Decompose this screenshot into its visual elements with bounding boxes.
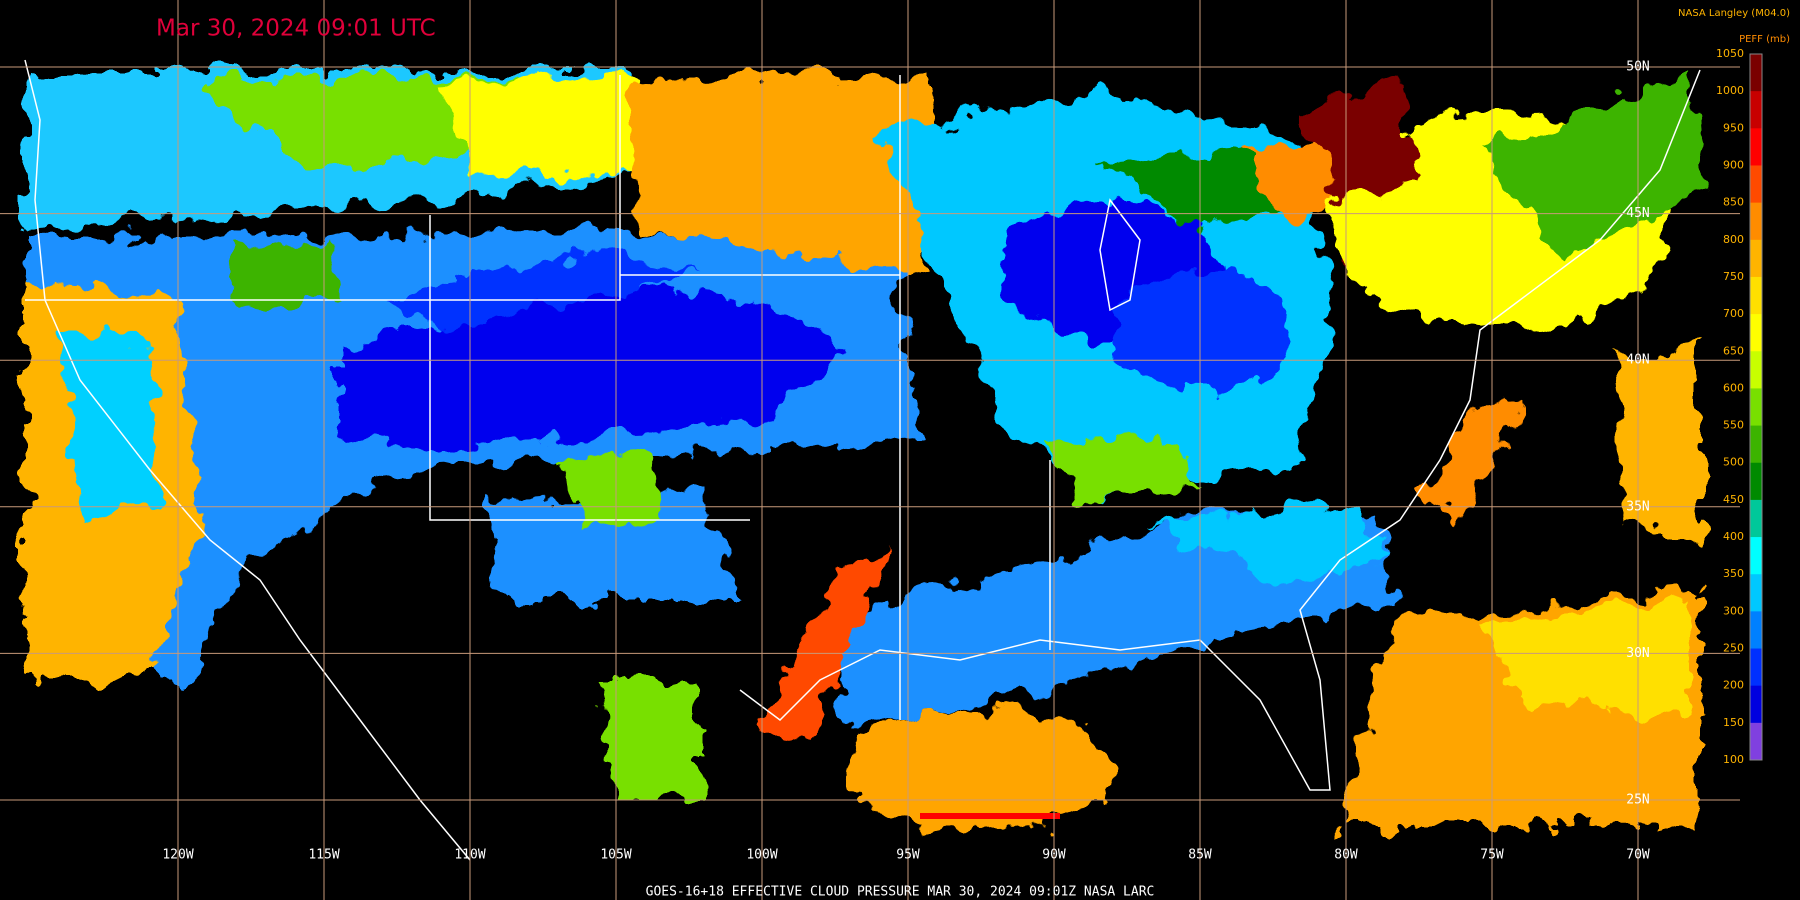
- longitude-label: 70W: [1626, 848, 1650, 863]
- colorbar-segment: [1750, 574, 1762, 612]
- colorbar-segment: [1750, 611, 1762, 650]
- colorbar-tick-label: 500: [1723, 456, 1744, 469]
- colorbar-tick-label: 400: [1723, 530, 1744, 543]
- colorbar-tick-label: 450: [1723, 493, 1744, 506]
- colorbar-tick-label: 100: [1723, 753, 1744, 766]
- colorbar-tick-label: 900: [1723, 158, 1744, 171]
- longitude-label: 110W: [454, 848, 485, 863]
- colorbar-segment: [1750, 388, 1762, 427]
- longitude-label: 115W: [308, 848, 339, 863]
- colorbar-tick-label: 1000: [1716, 84, 1744, 97]
- colorbar-tick-label: 950: [1723, 121, 1744, 134]
- colorbar-tick-label: 250: [1723, 642, 1744, 655]
- latitude-label: 40N: [1626, 353, 1649, 368]
- colorbar-segment: [1750, 351, 1762, 389]
- colorbar-segment: [1750, 537, 1762, 575]
- longitude-label: 95W: [896, 848, 920, 863]
- longitude-label: 100W: [746, 848, 777, 863]
- cloud-streak: [920, 813, 1060, 819]
- colorbar-segment: [1750, 91, 1762, 129]
- coastlines: [24, 59, 1701, 861]
- colorbar-tick-label: 650: [1723, 344, 1744, 357]
- colorbar-tick-label: 550: [1723, 419, 1744, 432]
- colorbar: 1050 1000 950 900 850 800 750 700 650 600 550 500 45…: [1716, 47, 1763, 766]
- legend-title: PEFF (mb): [1739, 34, 1790, 45]
- longitude-label: 75W: [1480, 848, 1504, 863]
- colorbar-segment: [1750, 202, 1762, 241]
- colorbar-segment: [1750, 648, 1762, 687]
- colorbar-tick-label: 750: [1723, 270, 1744, 283]
- graticule: [0, 0, 1740, 900]
- colorbar-segment: [1750, 722, 1762, 761]
- colorbar-frame: [1749, 53, 1763, 761]
- latitude-label: 50N: [1626, 60, 1649, 75]
- colorbar-segment: [1750, 314, 1762, 352]
- colorbar-segment: [1750, 276, 1762, 315]
- latitude-label: 30N: [1626, 646, 1649, 661]
- colorbar-tick-label: 200: [1723, 679, 1744, 692]
- colorbar-segment: [1750, 54, 1762, 92]
- colorbar-segment: [1750, 685, 1762, 724]
- colorbar-segment: [1750, 165, 1762, 204]
- colorbar-segment: [1750, 425, 1762, 464]
- colorbar-tick-label: 850: [1723, 196, 1744, 209]
- colorbar-tick-label: 150: [1723, 716, 1744, 729]
- colorbar-segment: [1750, 239, 1762, 278]
- map-title: Mar 30, 2024 09:01 UTC: [156, 16, 436, 42]
- graticule-labels: 120W 115W 110W 105W 100W 95W 90W 85W 80W 75W 70W 50…: [162, 60, 1650, 863]
- footer: GOES-16+18 EFFECTIVE CLOUD PRESSURE MAR …: [646, 885, 1155, 900]
- longitude-label: 105W: [600, 848, 631, 863]
- colorbar-tick-label: 700: [1723, 307, 1744, 320]
- latitude-label: 25N: [1626, 793, 1649, 808]
- latitude-label: 45N: [1626, 206, 1649, 221]
- credit: NASA Langley (M04.0): [1678, 8, 1790, 19]
- longitude-label: 80W: [1334, 848, 1358, 863]
- colorbar-tick-label: 1050: [1716, 47, 1744, 60]
- longitude-label: 90W: [1042, 848, 1066, 863]
- colorbar-tick-label: 300: [1723, 604, 1744, 617]
- latitude-label: 35N: [1626, 499, 1649, 514]
- colorbar-segment: [1750, 128, 1762, 166]
- colorbar-tick-label: 800: [1723, 233, 1744, 246]
- colorbar-tick-label: 600: [1723, 381, 1744, 394]
- longitude-label: 120W: [162, 848, 193, 863]
- colorbar-segment: [1750, 499, 1762, 538]
- longitude-label: 85W: [1188, 848, 1212, 863]
- colorbar-tick-label: 350: [1723, 567, 1744, 580]
- colorbar-segment: [1750, 462, 1762, 501]
